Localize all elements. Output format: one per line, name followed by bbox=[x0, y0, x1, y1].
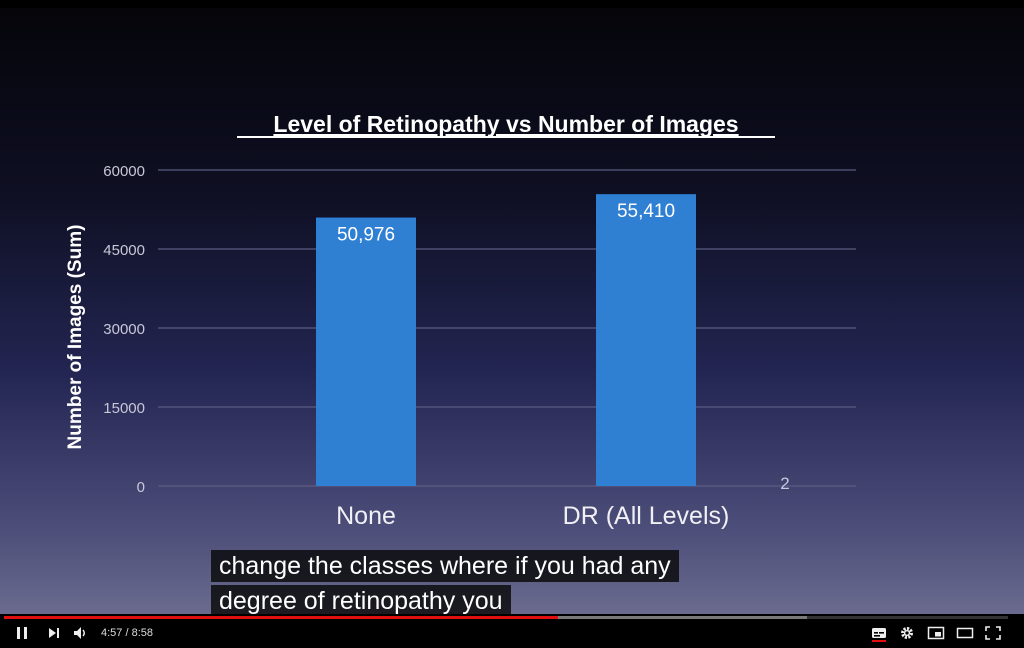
y-axis-label: Number of Images (Sum) bbox=[65, 225, 86, 450]
y-tick-label: 15000 bbox=[103, 400, 145, 417]
y-tick-label: 30000 bbox=[103, 321, 145, 338]
miniplayer-icon[interactable] bbox=[926, 624, 946, 642]
player-controls: 4:57 / 8:58 bbox=[0, 619, 1024, 648]
bar bbox=[596, 194, 696, 486]
bar-data-label: 50,976 bbox=[337, 225, 395, 246]
chart-annotation: 2 bbox=[780, 474, 789, 493]
subtitles-icon[interactable] bbox=[869, 624, 889, 642]
x-category-label: DR (All Levels) bbox=[563, 502, 730, 530]
x-category-label: None bbox=[336, 502, 396, 530]
progress-bar[interactable] bbox=[4, 616, 1008, 619]
video-frame[interactable]: Level of Retinopathy vs Number of Images… bbox=[0, 8, 1024, 614]
pause-icon[interactable] bbox=[12, 624, 32, 642]
y-tick-label: 60000 bbox=[103, 163, 145, 180]
fullscreen-icon[interactable] bbox=[983, 624, 1003, 642]
y-tick-label: 45000 bbox=[103, 242, 145, 259]
progress-played bbox=[4, 616, 559, 619]
volume-icon[interactable] bbox=[70, 624, 90, 642]
gear-icon[interactable] bbox=[897, 624, 917, 642]
bar-chart: Level of Retinopathy vs Number of Images… bbox=[65, 111, 856, 530]
bar bbox=[316, 217, 416, 486]
time-display: 4:57 / 8:58 bbox=[101, 627, 153, 639]
theater-mode-icon[interactable] bbox=[955, 624, 975, 642]
next-icon[interactable] bbox=[44, 624, 64, 642]
caption-line-1: change the classes where if you had any bbox=[211, 550, 679, 582]
chart-title: Level of Retinopathy vs Number of Images bbox=[273, 111, 738, 137]
y-tick-label: 0 bbox=[137, 479, 145, 496]
caption-line-2: degree of retinopathy you bbox=[211, 585, 511, 614]
bar-data-label: 55,410 bbox=[617, 201, 675, 222]
